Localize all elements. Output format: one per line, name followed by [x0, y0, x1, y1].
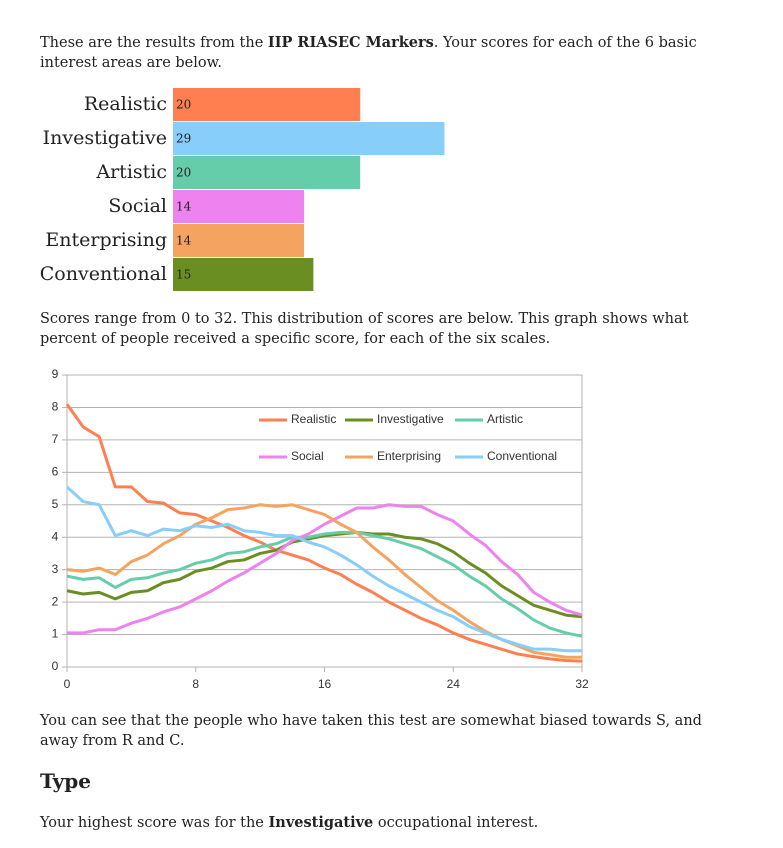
bias-text: You can see that the people who have tak… — [40, 713, 702, 749]
x-tick-label: 24 — [447, 677, 461, 691]
y-tick-label: 5 — [52, 497, 59, 511]
legend-label: Investigative — [377, 412, 444, 426]
series-line — [66, 530, 583, 619]
bold-text: IIP RIASEC Markers — [267, 34, 434, 51]
highest-text: Your highest score was for the Investiga… — [40, 813, 730, 833]
y-tick-label: 4 — [52, 529, 59, 543]
bar — [173, 122, 445, 155]
bar — [173, 258, 314, 291]
value-label: 20 — [176, 98, 191, 112]
line-chart: 0 1 2 3 4 5 6 7 8 9 0 8 16 24 32 Realistic Investigative… — [52, 367, 589, 691]
y-tick-label: 1 — [52, 627, 59, 641]
x-tick-label: 32 — [575, 677, 589, 691]
x-tick-label: 8 — [192, 677, 199, 691]
category-label: Realistic — [84, 93, 167, 115]
value-label: 15 — [176, 268, 191, 282]
plot-area — [66, 374, 583, 668]
x-tick-label: 16 — [318, 677, 332, 691]
series-line — [65, 485, 582, 653]
category-label: Conventional — [40, 263, 167, 285]
category-label: Social — [108, 195, 167, 217]
legend-label: Conventional — [487, 449, 557, 463]
category-label: Investigative — [43, 127, 167, 149]
y-tick-label: 6 — [52, 465, 59, 479]
legend-label: Social — [291, 449, 324, 463]
y-tick-label: 7 — [52, 432, 59, 446]
series-line — [65, 403, 583, 663]
category-label: Enterprising — [45, 229, 167, 251]
legend-label: Realistic — [291, 412, 336, 426]
value-label: 14 — [176, 200, 192, 214]
category-label: Artistic — [95, 161, 167, 183]
y-tick-label: 3 — [52, 562, 59, 576]
legend-label: Enterprising — [377, 449, 441, 463]
bold-text: Investigative — [268, 814, 374, 831]
value-label: 29 — [176, 132, 191, 146]
text: occupational interest. — [373, 815, 539, 831]
y-tick-label: 0 — [52, 659, 59, 673]
text: Your highest score was for the — [40, 815, 269, 831]
series-line — [66, 530, 583, 638]
bar — [173, 156, 361, 189]
bar-chart: Realistic 20 Investigative 29 Artistic 20 Soci… — [40, 88, 445, 291]
legend-label: Artistic — [487, 412, 523, 426]
text: These are the results from the — [40, 35, 268, 51]
x-tick-label: 0 — [64, 677, 71, 691]
section-heading: Type — [40, 769, 92, 793]
value-label: 20 — [176, 166, 191, 180]
intro-text: These are the results from the IIP RIASE… — [40, 33, 730, 73]
range-text: Scores range from 0 to 32. This distribu… — [40, 311, 689, 347]
y-tick-label: 9 — [52, 367, 59, 381]
value-label: 14 — [176, 234, 192, 248]
bar — [173, 224, 305, 257]
y-tick-label: 2 — [52, 594, 59, 608]
text: . Your scores for each of the 6 basic in… — [40, 35, 697, 71]
series-line — [67, 503, 583, 635]
bar — [173, 190, 305, 223]
bar — [173, 88, 361, 121]
y-tick-label: 8 — [52, 400, 59, 414]
